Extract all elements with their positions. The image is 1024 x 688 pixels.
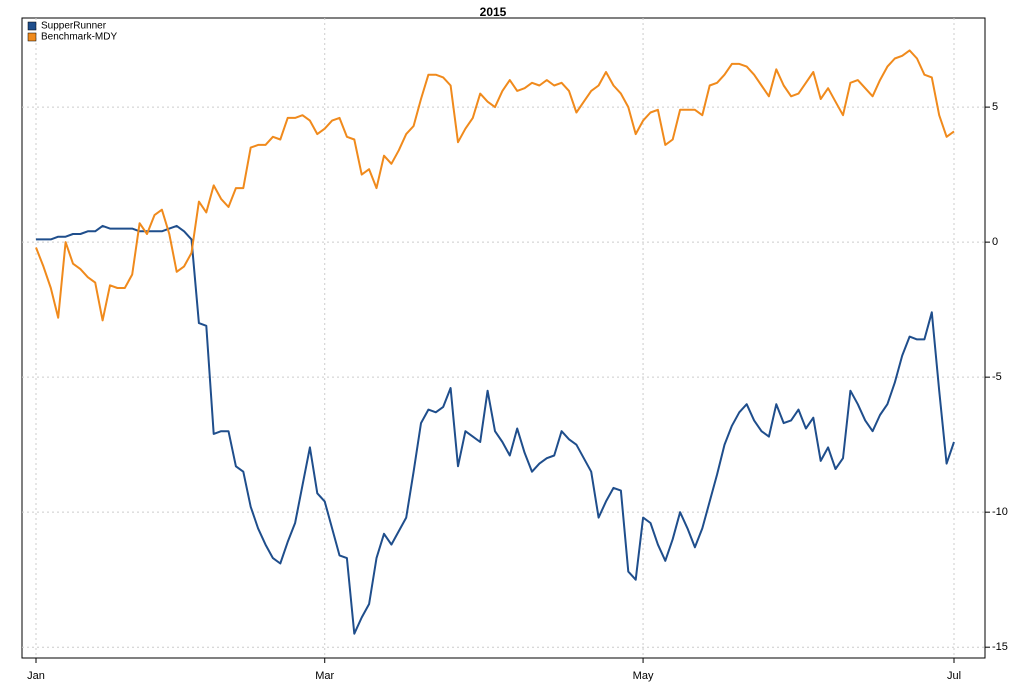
y-tick-label: 0 (992, 236, 998, 248)
y-tick-label: -15 (992, 641, 1008, 653)
y-tick-label: -10 (992, 506, 1008, 518)
x-tick-label: Mar (315, 670, 334, 682)
x-tick-label: Jul (947, 670, 961, 682)
series-line (35, 49, 955, 322)
plot-frame (21, 17, 986, 659)
legend-label: SupperRunner (41, 21, 107, 32)
legend-label: Benchmark-MDY (41, 32, 117, 43)
chart-title: 2015 (480, 5, 507, 19)
legend-swatch (27, 21, 37, 31)
y-tick-label: 5 (992, 101, 998, 113)
legend-swatch (27, 32, 37, 42)
series-line (36, 224, 955, 635)
x-tick-label: Jan (27, 670, 45, 682)
x-tick-label: May (633, 670, 654, 682)
y-tick-label: -5 (992, 371, 1002, 383)
